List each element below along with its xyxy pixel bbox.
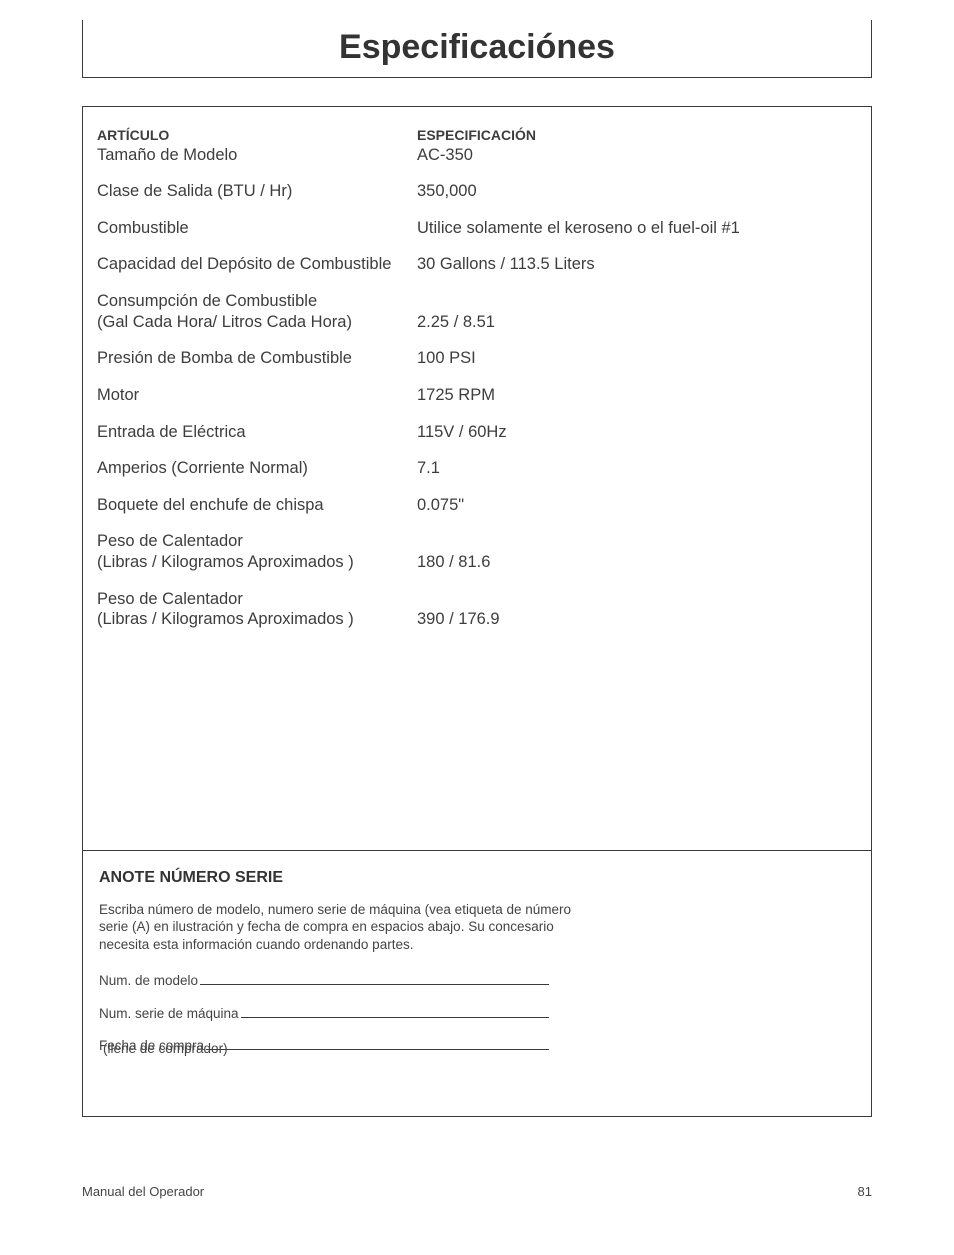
table-row: Peso de Calentador (97, 589, 857, 610)
spec-value: 7.1 (417, 458, 857, 479)
spec-value: 1725 RPM (417, 385, 857, 406)
table-row: (Libras / Kilogramos Aproximados ) 390 /… (97, 609, 857, 630)
table-row: (Gal Cada Hora/ Litros Cada Hora) 2.25 /… (97, 312, 857, 333)
purchase-date-input-line[interactable] (206, 1037, 549, 1051)
page-footer: Manual del Operador 81 (82, 1184, 872, 1199)
spec-label: Tamaño de Modelo (97, 145, 417, 166)
spec-label: Entrada de Eléctrica (97, 422, 417, 443)
serial-instructions: Escriba número de modelo, numero serie d… (99, 901, 579, 954)
serial-number-field: Num. serie de máquina (99, 1004, 549, 1021)
spec-label-line2: (Gal Cada Hora/ Litros Cada Hora) (97, 312, 417, 333)
table-row: Boquete del enchufe de chispa 0.075" (97, 495, 857, 516)
spec-label: Motor (97, 385, 417, 406)
serial-number-section: ANOTE NÚMERO SERIE Escriba número de mod… (82, 851, 872, 1117)
specifications-table: ARTÍCULO ESPECIFICACIÓN Tamaño de Modelo… (97, 127, 857, 630)
spec-value: 390 / 176.9 (417, 609, 857, 630)
serial-number-label: Num. serie de máquina (99, 1006, 239, 1021)
model-number-label: Num. de modelo (99, 973, 198, 988)
spec-label: Amperios (Corriente Normal) (97, 458, 417, 479)
spec-label: Boquete del enchufe de chispa (97, 495, 417, 516)
table-row: Presión de Bomba de Combustible 100 PSI (97, 348, 857, 369)
spec-value: 100 PSI (417, 348, 857, 369)
spec-value: Utilice solamente el keroseno o el fuel-… (417, 218, 857, 239)
spec-label-line2: (Libras / Kilogramos Aproximados ) (97, 609, 417, 630)
model-number-field: Num. de modelo (99, 972, 549, 989)
serial-number-input-line[interactable] (241, 1004, 549, 1018)
spec-value: AC-350 (417, 145, 857, 166)
table-row: Peso de Calentador (97, 531, 857, 552)
header-articulo: ARTÍCULO (97, 127, 417, 145)
spec-value: 115V / 60Hz (417, 422, 857, 443)
spec-label: Capacidad del Depósito de Combustible (97, 254, 417, 275)
table-row: Motor 1725 RPM (97, 385, 857, 406)
specifications-table-container: ARTÍCULO ESPECIFICACIÓN Tamaño de Modelo… (82, 106, 872, 851)
spec-label-line2: (Libras / Kilogramos Aproximados ) (97, 552, 417, 573)
table-row: Tamaño de Modelo AC-350 (97, 145, 857, 166)
table-row: Capacidad del Depósito de Combustible 30… (97, 254, 857, 275)
spec-label: Combustible (97, 218, 417, 239)
spec-value: 350,000 (417, 181, 857, 202)
footer-page-number: 81 (858, 1184, 872, 1199)
spec-label: Consumpción de Combustible (97, 291, 417, 312)
title-box: Especificaciónes (82, 20, 872, 78)
table-row: Clase de Salida (BTU / Hr) 350,000 (97, 181, 857, 202)
spec-label: Peso de Calentador (97, 589, 417, 610)
footer-left: Manual del Operador (82, 1184, 204, 1199)
table-row: Amperios (Corriente Normal) 7.1 (97, 458, 857, 479)
table-row: Entrada de Eléctrica 115V / 60Hz (97, 422, 857, 443)
table-row: Consumpción de Combustible (97, 291, 857, 312)
spec-label: Peso de Calentador (97, 531, 417, 552)
header-especificacion: ESPECIFICACIÓN (417, 127, 857, 145)
spec-value: 2.25 / 8.51 (417, 312, 857, 333)
table-row: (Libras / Kilogramos Aproximados ) 180 /… (97, 552, 857, 573)
table-row: Combustible Utilice solamente el kerosen… (97, 218, 857, 239)
spec-label: Presión de Bomba de Combustible (97, 348, 417, 369)
page-title: Especificaciónes (83, 28, 871, 67)
spec-value: 0.075" (417, 495, 857, 516)
spec-value: 30 Gallons / 113.5 Liters (417, 254, 857, 275)
serial-heading: ANOTE NÚMERO SERIE (99, 869, 855, 887)
spec-label: Clase de Salida (BTU / Hr) (97, 181, 417, 202)
table-header-row: ARTÍCULO ESPECIFICACIÓN (97, 127, 857, 145)
spec-value: 180 / 81.6 (417, 552, 857, 573)
model-number-input-line[interactable] (200, 972, 549, 986)
